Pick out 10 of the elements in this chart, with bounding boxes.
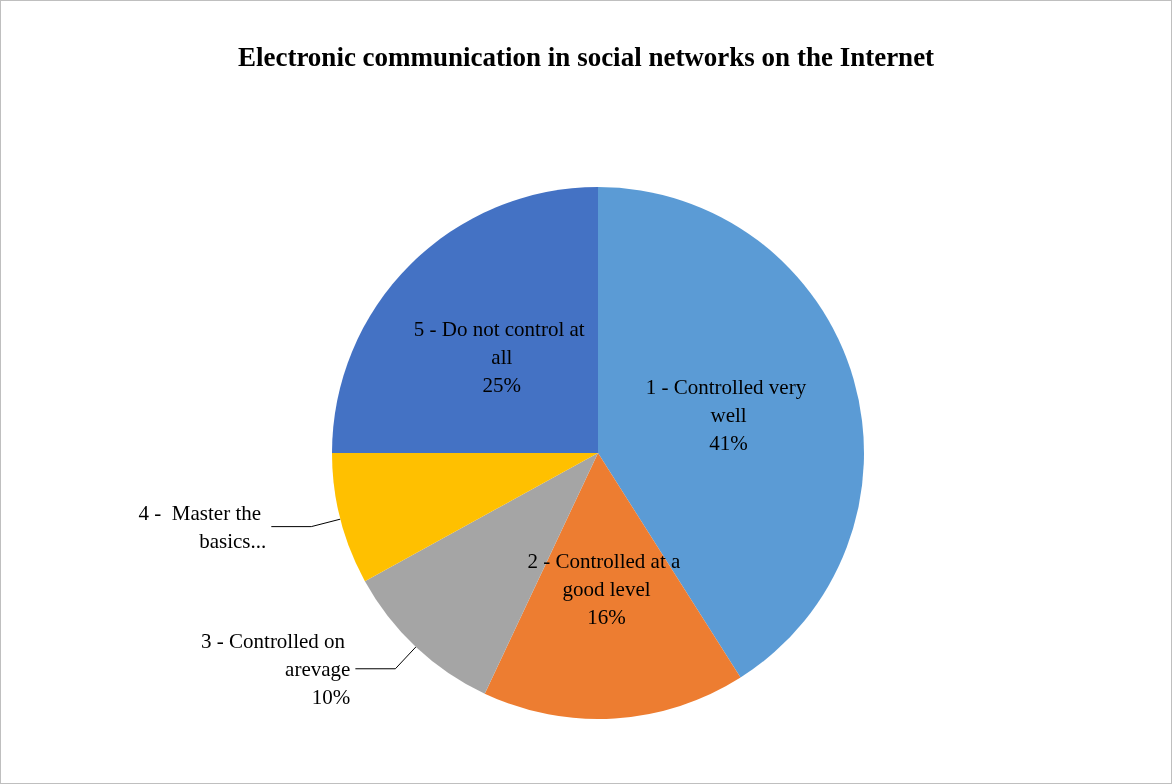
data-label: 16% <box>587 604 626 629</box>
data-label: 10% <box>311 684 351 709</box>
slice-label: 5 - Do not control at all <box>413 316 590 369</box>
chart-title: Electronic communication in social networks on the Internet <box>237 41 935 72</box>
data-label: 25% <box>482 372 522 397</box>
slice-label: 4 - Master the basics... <box>138 500 267 553</box>
data-label: 41% <box>709 431 748 456</box>
slice-label: 2 - Controlled at a good level <box>527 548 686 601</box>
slice-label: 1 - Controlled very well <box>645 375 812 428</box>
slice-label: 3 - Controlled on arevage <box>201 628 351 681</box>
